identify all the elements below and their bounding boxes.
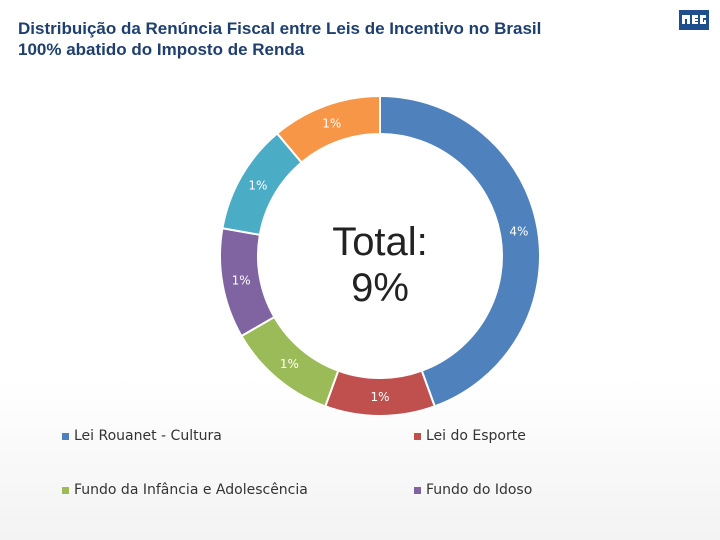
chart-title-line1: Distribuição da Renúncia Fiscal entre Le… — [18, 19, 542, 38]
legend-swatch — [62, 486, 69, 494]
legend-swatch — [414, 432, 421, 440]
legend-item-fundo-infancia: Fundo da Infância e Adolescência — [62, 482, 308, 498]
slice-labels: 4% 1% 1% 1% 1% 1% — [232, 117, 529, 404]
legend-item-fundo-idoso: Fundo do Idoso — [414, 482, 532, 498]
center-total-label: Total: — [332, 220, 428, 264]
center-total-value: 9% — [351, 266, 409, 310]
slice-label: 1% — [232, 273, 251, 287]
legend-label: Lei Rouanet - Cultura — [74, 428, 222, 444]
legend-label: Fundo do Idoso — [426, 482, 533, 498]
weg-logo — [679, 10, 709, 30]
donut-slice — [275, 94, 381, 164]
legend-swatch — [414, 486, 421, 494]
legend-label: Lei do Esporte — [426, 428, 526, 444]
slice-label: 1% — [280, 357, 299, 371]
chart-title: Distribuição da Renúncia Fiscal entre Le… — [18, 18, 541, 60]
slice-label: 1% — [370, 390, 389, 404]
legend-item-lei-rouanet: Lei Rouanet - Cultura — [62, 428, 222, 444]
chart-subtitle: 100% abatido do Imposto de Renda — [18, 40, 305, 59]
legend-swatch — [62, 432, 69, 440]
legend-item-lei-esporte: Lei do Esporte — [414, 428, 526, 444]
donut-slices — [219, 94, 541, 417]
legend-label: Fundo da Infância e Adolescência — [74, 482, 308, 498]
slice-label: 1% — [248, 179, 267, 193]
slice-label: 1% — [322, 117, 341, 131]
donut-slice — [379, 94, 541, 408]
slice-label: 4% — [509, 225, 528, 239]
